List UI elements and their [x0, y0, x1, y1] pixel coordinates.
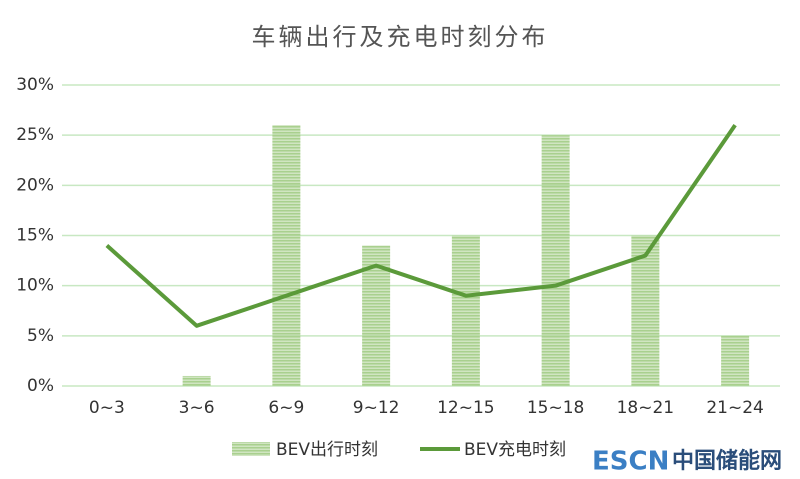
bar: [541, 135, 570, 386]
y-tick-label: 20%: [16, 175, 54, 195]
bar: [182, 375, 211, 386]
y-tick-label: 5%: [27, 326, 54, 346]
bar: [272, 125, 301, 386]
watermark-brand: ESCN: [592, 447, 669, 477]
y-tick-label: 0%: [27, 376, 54, 396]
bar: [451, 235, 480, 386]
x-tick-label: 12~15: [437, 398, 495, 418]
y-tick-label: 15%: [16, 226, 54, 246]
y-tick-label: 25%: [16, 125, 54, 145]
line: [105, 123, 737, 328]
bar: [721, 335, 750, 386]
legend-swatch: [232, 442, 270, 456]
x-tick-label: 15~18: [527, 398, 585, 418]
x-tick-label: 21~24: [706, 398, 764, 418]
y-tick-label: 10%: [16, 276, 54, 296]
legend-label: BEV充电时刻: [464, 440, 566, 460]
x-tick-label: 3~6: [179, 398, 215, 418]
legend-label: BEV出行时刻: [276, 440, 378, 460]
x-tick-label: 9~12: [353, 398, 400, 418]
y-tick-label: 30%: [16, 75, 54, 95]
chart-title: 车辆出行及充电时刻分布: [252, 23, 549, 51]
x-tick-label: 18~21: [617, 398, 675, 418]
x-tick-label: 0~3: [89, 398, 125, 418]
x-tick-label: 6~9: [268, 398, 304, 418]
watermark-name: 中国储能网: [672, 448, 782, 474]
